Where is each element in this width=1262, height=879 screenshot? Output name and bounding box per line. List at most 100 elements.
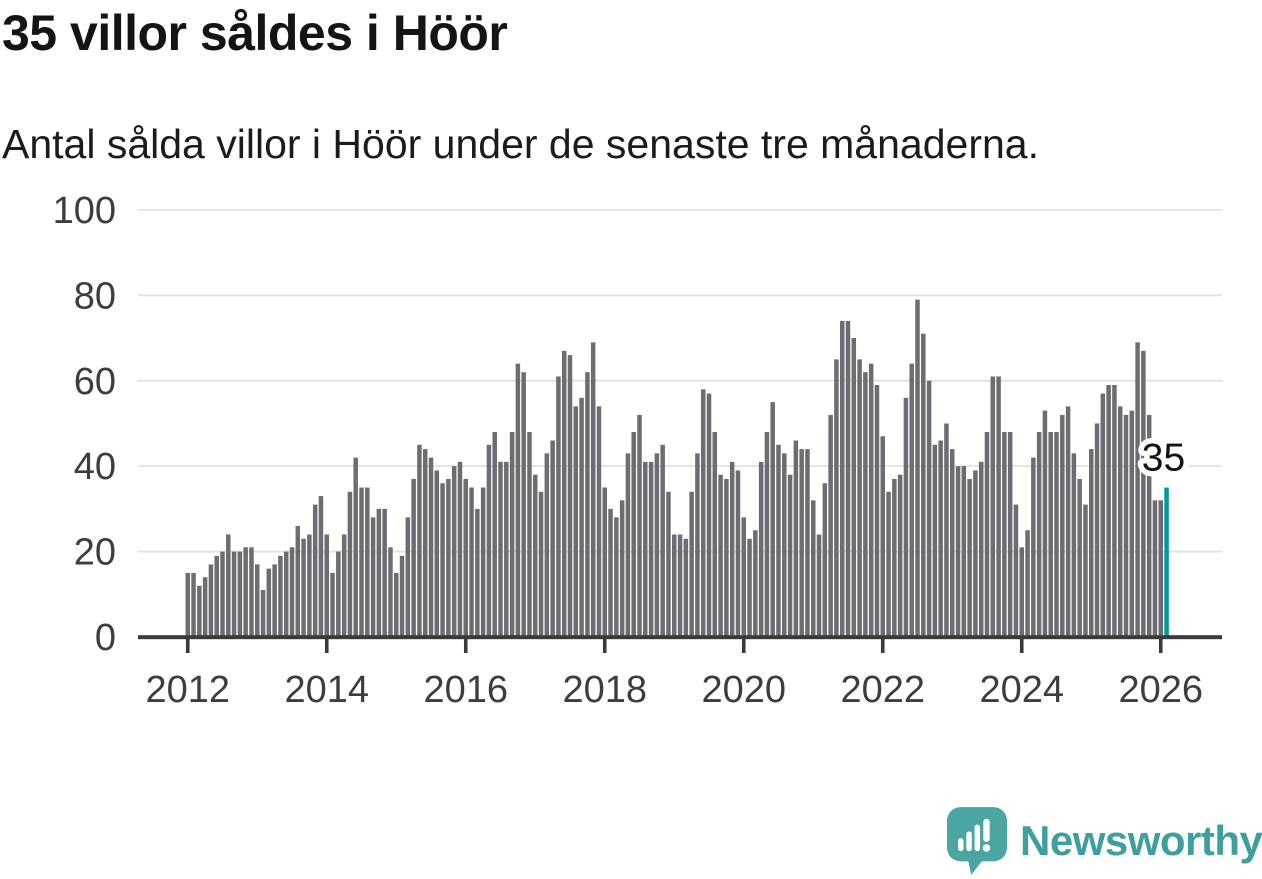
bar	[718, 474, 723, 637]
x-tick-label-2020: 2020	[701, 669, 786, 711]
bar	[978, 461, 984, 637]
y-tick-label-80: 80	[74, 275, 116, 317]
bar	[868, 363, 874, 637]
bar	[596, 406, 602, 637]
x-tick-label-2014: 2014	[284, 669, 369, 711]
bar	[886, 491, 891, 637]
bar	[272, 564, 277, 637]
bar	[706, 393, 712, 637]
bar	[1048, 432, 1053, 637]
bar	[816, 534, 822, 637]
bar	[729, 461, 735, 637]
bar	[602, 487, 607, 637]
bar	[1146, 414, 1152, 637]
bar	[289, 547, 295, 637]
bar	[359, 487, 364, 637]
bar	[1054, 432, 1059, 637]
bar	[643, 461, 648, 637]
bar	[411, 478, 416, 637]
bar	[735, 470, 741, 637]
bar	[857, 359, 862, 637]
bar	[486, 444, 492, 637]
bar	[1158, 500, 1164, 637]
bar	[822, 483, 828, 637]
bar	[561, 350, 567, 637]
bar	[544, 453, 550, 637]
bar	[1019, 547, 1024, 637]
bar	[880, 436, 885, 637]
bar	[689, 491, 694, 637]
bar	[347, 491, 353, 637]
bar	[619, 500, 625, 637]
bar	[405, 517, 411, 637]
bar	[469, 487, 474, 637]
bar	[585, 372, 590, 637]
bar	[1141, 350, 1146, 637]
bar	[921, 333, 926, 637]
bar	[961, 466, 967, 637]
bar	[266, 568, 272, 637]
x-tick-label-2018: 2018	[562, 669, 647, 711]
bar	[295, 525, 301, 637]
bar	[579, 397, 584, 637]
bar	[451, 466, 457, 637]
bar	[677, 534, 683, 637]
x-tick-label-2026: 2026	[1118, 669, 1203, 711]
bar	[480, 487, 486, 637]
bar	[197, 585, 202, 637]
bar	[753, 530, 758, 637]
bar	[220, 551, 225, 637]
bar	[214, 555, 219, 637]
bar	[776, 444, 781, 637]
bar	[967, 478, 972, 637]
bar-chart: 2012 2014 2016 2018 2020 2022 2024 2026 0 20 40 60 8…	[53, 190, 1222, 711]
bar	[845, 320, 851, 637]
bar	[1152, 500, 1158, 637]
bar	[440, 483, 445, 637]
bar	[243, 547, 248, 637]
bar	[799, 449, 804, 637]
y-tick-label-0: 0	[95, 617, 116, 659]
bar	[353, 457, 358, 637]
bar	[417, 444, 422, 637]
bar	[370, 517, 376, 637]
chart-title: 35 villor såldes i Höör	[2, 5, 508, 61]
bar	[944, 423, 949, 637]
bar	[422, 449, 428, 637]
bar	[324, 534, 329, 637]
bar	[237, 551, 243, 637]
bar	[1112, 385, 1117, 637]
bar	[700, 389, 706, 637]
bar	[590, 342, 596, 637]
bar	[996, 376, 1001, 637]
bar	[863, 372, 868, 637]
bar	[1089, 449, 1094, 637]
bar	[550, 440, 555, 637]
bar	[932, 444, 938, 637]
bar	[1106, 385, 1111, 637]
bar	[683, 538, 689, 637]
bar	[394, 572, 399, 637]
bar	[278, 555, 283, 637]
x-tick-label-2024: 2024	[979, 669, 1064, 711]
bar	[758, 461, 764, 637]
y-tick-label-40: 40	[74, 446, 116, 488]
x-tick-label-2022: 2022	[840, 669, 925, 711]
bar	[1031, 457, 1036, 637]
bar	[1077, 478, 1082, 637]
bar	[399, 555, 405, 637]
bar	[648, 461, 654, 637]
bar	[255, 564, 260, 637]
bar	[695, 453, 700, 637]
y-tick-label-60: 60	[74, 361, 116, 403]
bar	[938, 440, 943, 637]
bar	[260, 590, 266, 637]
bar	[990, 376, 996, 637]
bar	[666, 491, 671, 637]
bar	[202, 577, 208, 637]
bar	[226, 534, 231, 637]
bar	[341, 534, 347, 637]
bar	[1135, 342, 1140, 637]
bar	[208, 564, 214, 637]
bar	[782, 453, 787, 637]
